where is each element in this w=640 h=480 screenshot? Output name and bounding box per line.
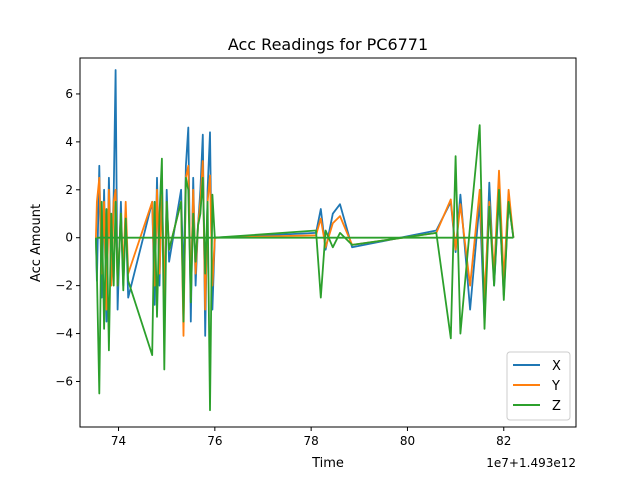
y-tick-label: 0	[65, 231, 73, 245]
y-tick-label: −4	[55, 327, 73, 341]
x-axis-label: Time	[311, 456, 344, 471]
legend-label-x: X	[552, 359, 561, 374]
legend-label-z: Z	[552, 399, 561, 414]
series-line-z	[95, 124, 515, 412]
x-tick-label: 80	[400, 434, 415, 448]
x-axis: 74 76 78 80 82	[111, 427, 511, 448]
x-tick-label: 78	[304, 434, 319, 448]
y-tick-label: 6	[65, 87, 73, 101]
plot-frame	[79, 57, 577, 428]
y-axis: −6 −4 −2 0 2 4 6	[55, 87, 80, 388]
x-tick-label: 74	[111, 434, 126, 448]
chart-title: Acc Readings for PC6771	[228, 35, 428, 54]
y-tick-label: 2	[65, 183, 73, 197]
x-tick-label: 82	[496, 434, 511, 448]
y-tick-label: −2	[55, 279, 73, 293]
series-layer	[95, 69, 515, 412]
y-tick-label: −6	[55, 374, 73, 388]
x-offset-label: 1e7+1.493e12	[486, 456, 576, 470]
x-tick-label: 76	[207, 434, 222, 448]
y-tick-label: 4	[65, 135, 73, 149]
y-axis-label: Acc Amount	[29, 204, 44, 282]
legend: XYZ	[506, 351, 571, 421]
legend-label-y: Y	[551, 379, 560, 394]
